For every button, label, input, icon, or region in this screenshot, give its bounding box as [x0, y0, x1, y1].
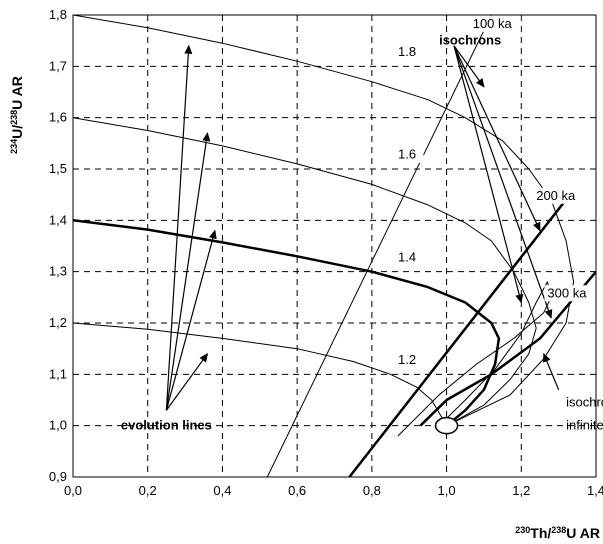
pointer-arrow: [453, 45, 541, 232]
y-axis-sup1: 234: [9, 139, 19, 154]
isochron-label-bg: [469, 15, 521, 32]
annotation: isochron of: [566, 395, 603, 410]
y-tick-label: 1,0: [49, 418, 67, 433]
pointer-arrow: [165, 352, 209, 411]
grid: [73, 15, 596, 477]
annotation: evolution lines: [121, 418, 212, 433]
evolution-line-label-bg: [395, 352, 424, 369]
evolution-line: [73, 15, 575, 427]
x-tick-label: 1,0: [438, 483, 456, 498]
y-tick-label: 0,9: [49, 469, 67, 484]
x-tick-label: 1,4: [587, 483, 603, 498]
y-axis-main1: U/: [9, 125, 25, 139]
evolution-line: [73, 219, 501, 427]
evolution-line-label: 1.6: [398, 147, 416, 162]
evolution-line: [73, 117, 537, 427]
y-axis-title: 234U/238U AR: [9, 76, 25, 154]
pointer-arrow: [165, 229, 217, 411]
y-axis-sup2: 238: [9, 110, 19, 125]
y-tick-label: 1,5: [49, 161, 67, 176]
evolution-line: [73, 322, 448, 426]
isochron-line: [419, 270, 596, 427]
annotation: isochrons: [439, 33, 501, 48]
x-axis-sup2: 238: [551, 525, 566, 535]
pointer-arrow: [165, 44, 193, 411]
isochron-label: 200 ka: [536, 188, 576, 203]
x-axis-sup1: 230: [515, 525, 530, 535]
curves: [73, 15, 596, 477]
evolution-line-label: 1.4: [398, 249, 416, 264]
y-tick-label: 1,1: [49, 366, 67, 381]
evolution-line-label-bg: [395, 146, 424, 163]
y-tick-label: 1,7: [49, 58, 67, 73]
isochron-label: 300 ka: [547, 285, 587, 300]
evolution-line-label: 1.8: [398, 44, 416, 59]
y-tick-label: 1,2: [49, 315, 67, 330]
isochron-line: [266, 15, 492, 477]
x-axis-main2: U AR: [566, 525, 600, 541]
evolution-line-label: 1.2: [398, 352, 416, 367]
y-tick-label: 1,3: [49, 264, 67, 279]
x-tick-label: 1,2: [512, 483, 530, 498]
curve-labels: 1.2 1.4 1.6 1.8 100 ka 200 ka 300 ka evolution …: [121, 15, 603, 433]
tick-labels: 0,0 0,2 0,4 0,6 0,8 1,0 1,2 1,4 0,9 1,0 1,1 1,2 1,3 1…: [49, 7, 603, 498]
pointer-arrow: [453, 45, 553, 319]
pointer-arrow: [165, 132, 211, 411]
plot-frame: [72, 14, 597, 478]
arrows: [165, 44, 560, 411]
isochron-label: 100 ka: [473, 16, 513, 31]
x-tick-label: 0,6: [288, 483, 306, 498]
plot-border: [72, 14, 597, 478]
x-axis-title: 230Th/238U AR: [515, 525, 600, 541]
x-tick-label: 0,8: [363, 483, 381, 498]
origin-marker: [434, 416, 459, 435]
x-tick-label: 0,2: [139, 483, 157, 498]
isochron-label-bg: [533, 187, 585, 204]
y-axis-main2: U AR: [9, 76, 25, 110]
y-tick-label: 1,4: [49, 212, 67, 227]
x-tick-label: 0,0: [64, 483, 82, 498]
isochron-line: [348, 193, 571, 477]
y-tick-label: 1,6: [49, 110, 67, 125]
annotation: infinite age: [566, 418, 603, 433]
pointer-arrow: [453, 45, 485, 88]
x-axis-main1: Th/: [530, 525, 551, 541]
isochron-label-bg: [544, 285, 596, 302]
evolution-line-label-bg: [395, 44, 424, 61]
pointer-arrow: [543, 352, 560, 390]
evolution-line-label-bg: [395, 249, 424, 266]
y-tick-label: 1,8: [49, 7, 67, 22]
pointer-arrow: [453, 45, 524, 304]
x-tick-label: 0,4: [213, 483, 231, 498]
